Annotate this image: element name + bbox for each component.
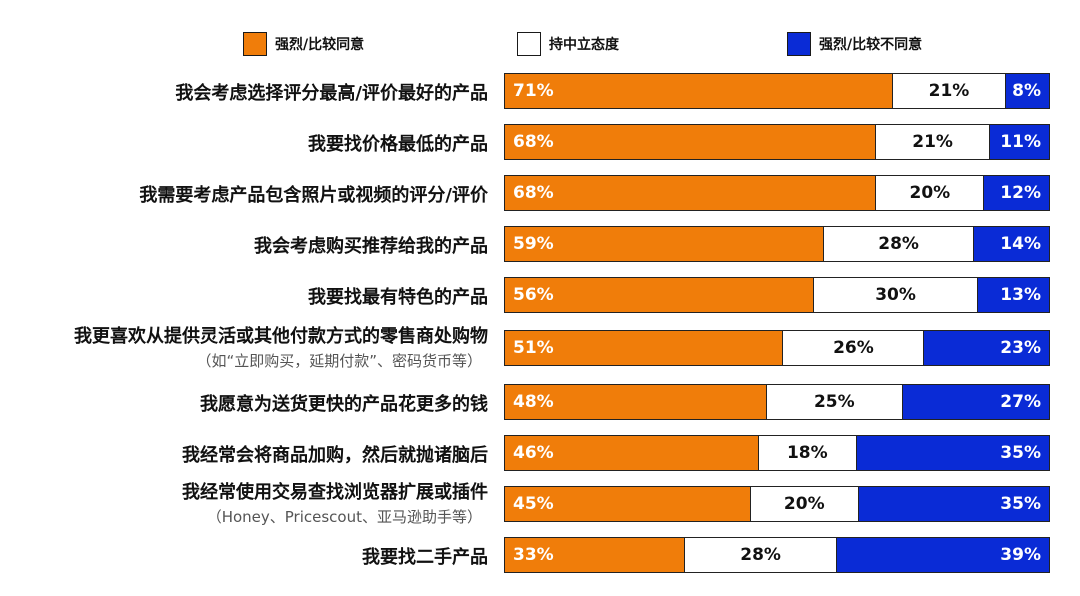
data-label-neutral-10: 28% [740, 545, 781, 565]
legend-label-neutral: 持中立态度 [549, 37, 619, 53]
bar-agree-3: 68% [504, 175, 876, 211]
bar-neutral-6: 26% [782, 330, 925, 366]
legend-item-disagree: 强烈/比较不同意 [787, 31, 922, 57]
category-label-1: 我会考虑选择评分最高/评价最好的产品 [175, 83, 488, 104]
bar-neutral-9: 20% [749, 486, 859, 522]
bar-disagree-4: 14% [974, 226, 1050, 262]
category-sublabel-9: （Honey、Pricescout、亚马逊助手等） [206, 508, 482, 526]
data-label-agree-1: 71% [513, 81, 554, 101]
bar-neutral-4: 28% [822, 226, 975, 262]
bar-neutral-7: 25% [766, 384, 903, 420]
bar-disagree-3: 12% [984, 175, 1050, 211]
data-label-disagree-3: 12% [1000, 183, 1041, 203]
legend-swatch-neutral [517, 32, 541, 56]
legend-item-neutral: 持中立态度 [517, 31, 619, 57]
category-label-2: 我要找价格最低的产品 [308, 134, 488, 155]
bar-agree-2: 68% [504, 124, 876, 160]
category-label-6: 我更喜欢从提供灵活或其他付款方式的零售商处购物 [74, 326, 488, 347]
data-label-disagree-2: 11% [1000, 132, 1041, 152]
bar-disagree-5: 13% [978, 277, 1050, 313]
data-label-agree-4: 59% [513, 234, 554, 254]
bar-disagree-7: 27% [902, 384, 1050, 420]
data-label-agree-3: 68% [513, 183, 554, 203]
bar-agree-9: 45% [504, 486, 750, 522]
bar-neutral-10: 28% [684, 537, 838, 573]
bar-disagree-6: 23% [924, 330, 1050, 366]
bar-agree-4: 59% [504, 226, 823, 262]
bar-disagree-9: 35% [858, 486, 1050, 522]
bar-disagree-8: 35% [856, 435, 1050, 471]
data-label-agree-5: 56% [513, 285, 554, 305]
data-label-agree-9: 45% [513, 494, 554, 514]
bar-disagree-1: 8% [1006, 73, 1050, 109]
bar-disagree-10: 39% [837, 537, 1050, 573]
category-label-8: 我经常会将商品加购，然后就抛诸脑后 [182, 445, 488, 466]
bar-agree-10: 33% [504, 537, 685, 573]
bar-agree-8: 46% [504, 435, 758, 471]
bar-neutral-1: 21% [891, 73, 1007, 109]
data-label-agree-8: 46% [513, 443, 554, 463]
legend-item-agree: 强烈/比较同意 [243, 31, 364, 57]
bar-neutral-5: 30% [812, 277, 979, 313]
data-label-neutral-2: 21% [912, 132, 953, 152]
category-label-10: 我要找二手产品 [362, 547, 488, 568]
data-label-agree-7: 48% [513, 392, 554, 412]
bar-agree-5: 56% [504, 277, 813, 313]
category-label-9: 我经常使用交易查找浏览器扩展或插件 [182, 482, 488, 503]
legend-swatch-agree [243, 32, 267, 56]
category-label-7: 我愿意为送货更快的产品花更多的钱 [200, 394, 488, 415]
bar-neutral-2: 21% [875, 124, 990, 160]
legend-label-disagree: 强烈/比较不同意 [819, 37, 923, 53]
data-label-disagree-10: 39% [1000, 545, 1041, 565]
data-label-neutral-6: 26% [833, 338, 874, 358]
data-label-disagree-6: 23% [1000, 338, 1041, 358]
category-label-3: 我需要考虑产品包含照片或视频的评分/评价 [139, 185, 488, 206]
bar-agree-6: 51% [504, 330, 783, 366]
data-label-agree-6: 51% [513, 338, 554, 358]
legend-label-agree: 强烈/比较同意 [275, 37, 365, 53]
data-label-neutral-9: 20% [783, 494, 825, 514]
data-label-neutral-1: 21% [928, 81, 970, 101]
data-label-neutral-3: 20% [909, 183, 951, 203]
data-label-disagree-4: 14% [1000, 234, 1041, 254]
bar-agree-1: 71% [504, 73, 892, 109]
data-label-neutral-4: 28% [878, 234, 919, 254]
data-label-neutral-5: 30% [875, 285, 916, 305]
data-label-disagree-1: 8% [1012, 81, 1041, 101]
data-label-neutral-8: 18% [786, 443, 828, 463]
data-label-agree-2: 68% [513, 132, 554, 152]
data-label-disagree-7: 27% [1000, 392, 1041, 412]
data-label-neutral-7: 25% [813, 392, 855, 412]
category-label-4: 我会考虑购买推荐给我的产品 [254, 236, 488, 257]
data-label-disagree-5: 13% [1000, 285, 1041, 305]
data-label-disagree-9: 35% [1000, 494, 1041, 514]
bar-disagree-2: 11% [989, 124, 1050, 160]
bar-neutral-8: 18% [757, 435, 857, 471]
category-label-5: 我要找最有特色的产品 [308, 287, 488, 308]
category-sublabel-6: （如“立即购买，延期付款”、密码货币等） [196, 352, 482, 370]
legend-swatch-disagree [787, 32, 811, 56]
bar-agree-7: 48% [504, 384, 767, 420]
data-label-disagree-8: 35% [1000, 443, 1041, 463]
data-label-agree-10: 33% [513, 545, 554, 565]
bar-neutral-3: 20% [875, 175, 985, 211]
